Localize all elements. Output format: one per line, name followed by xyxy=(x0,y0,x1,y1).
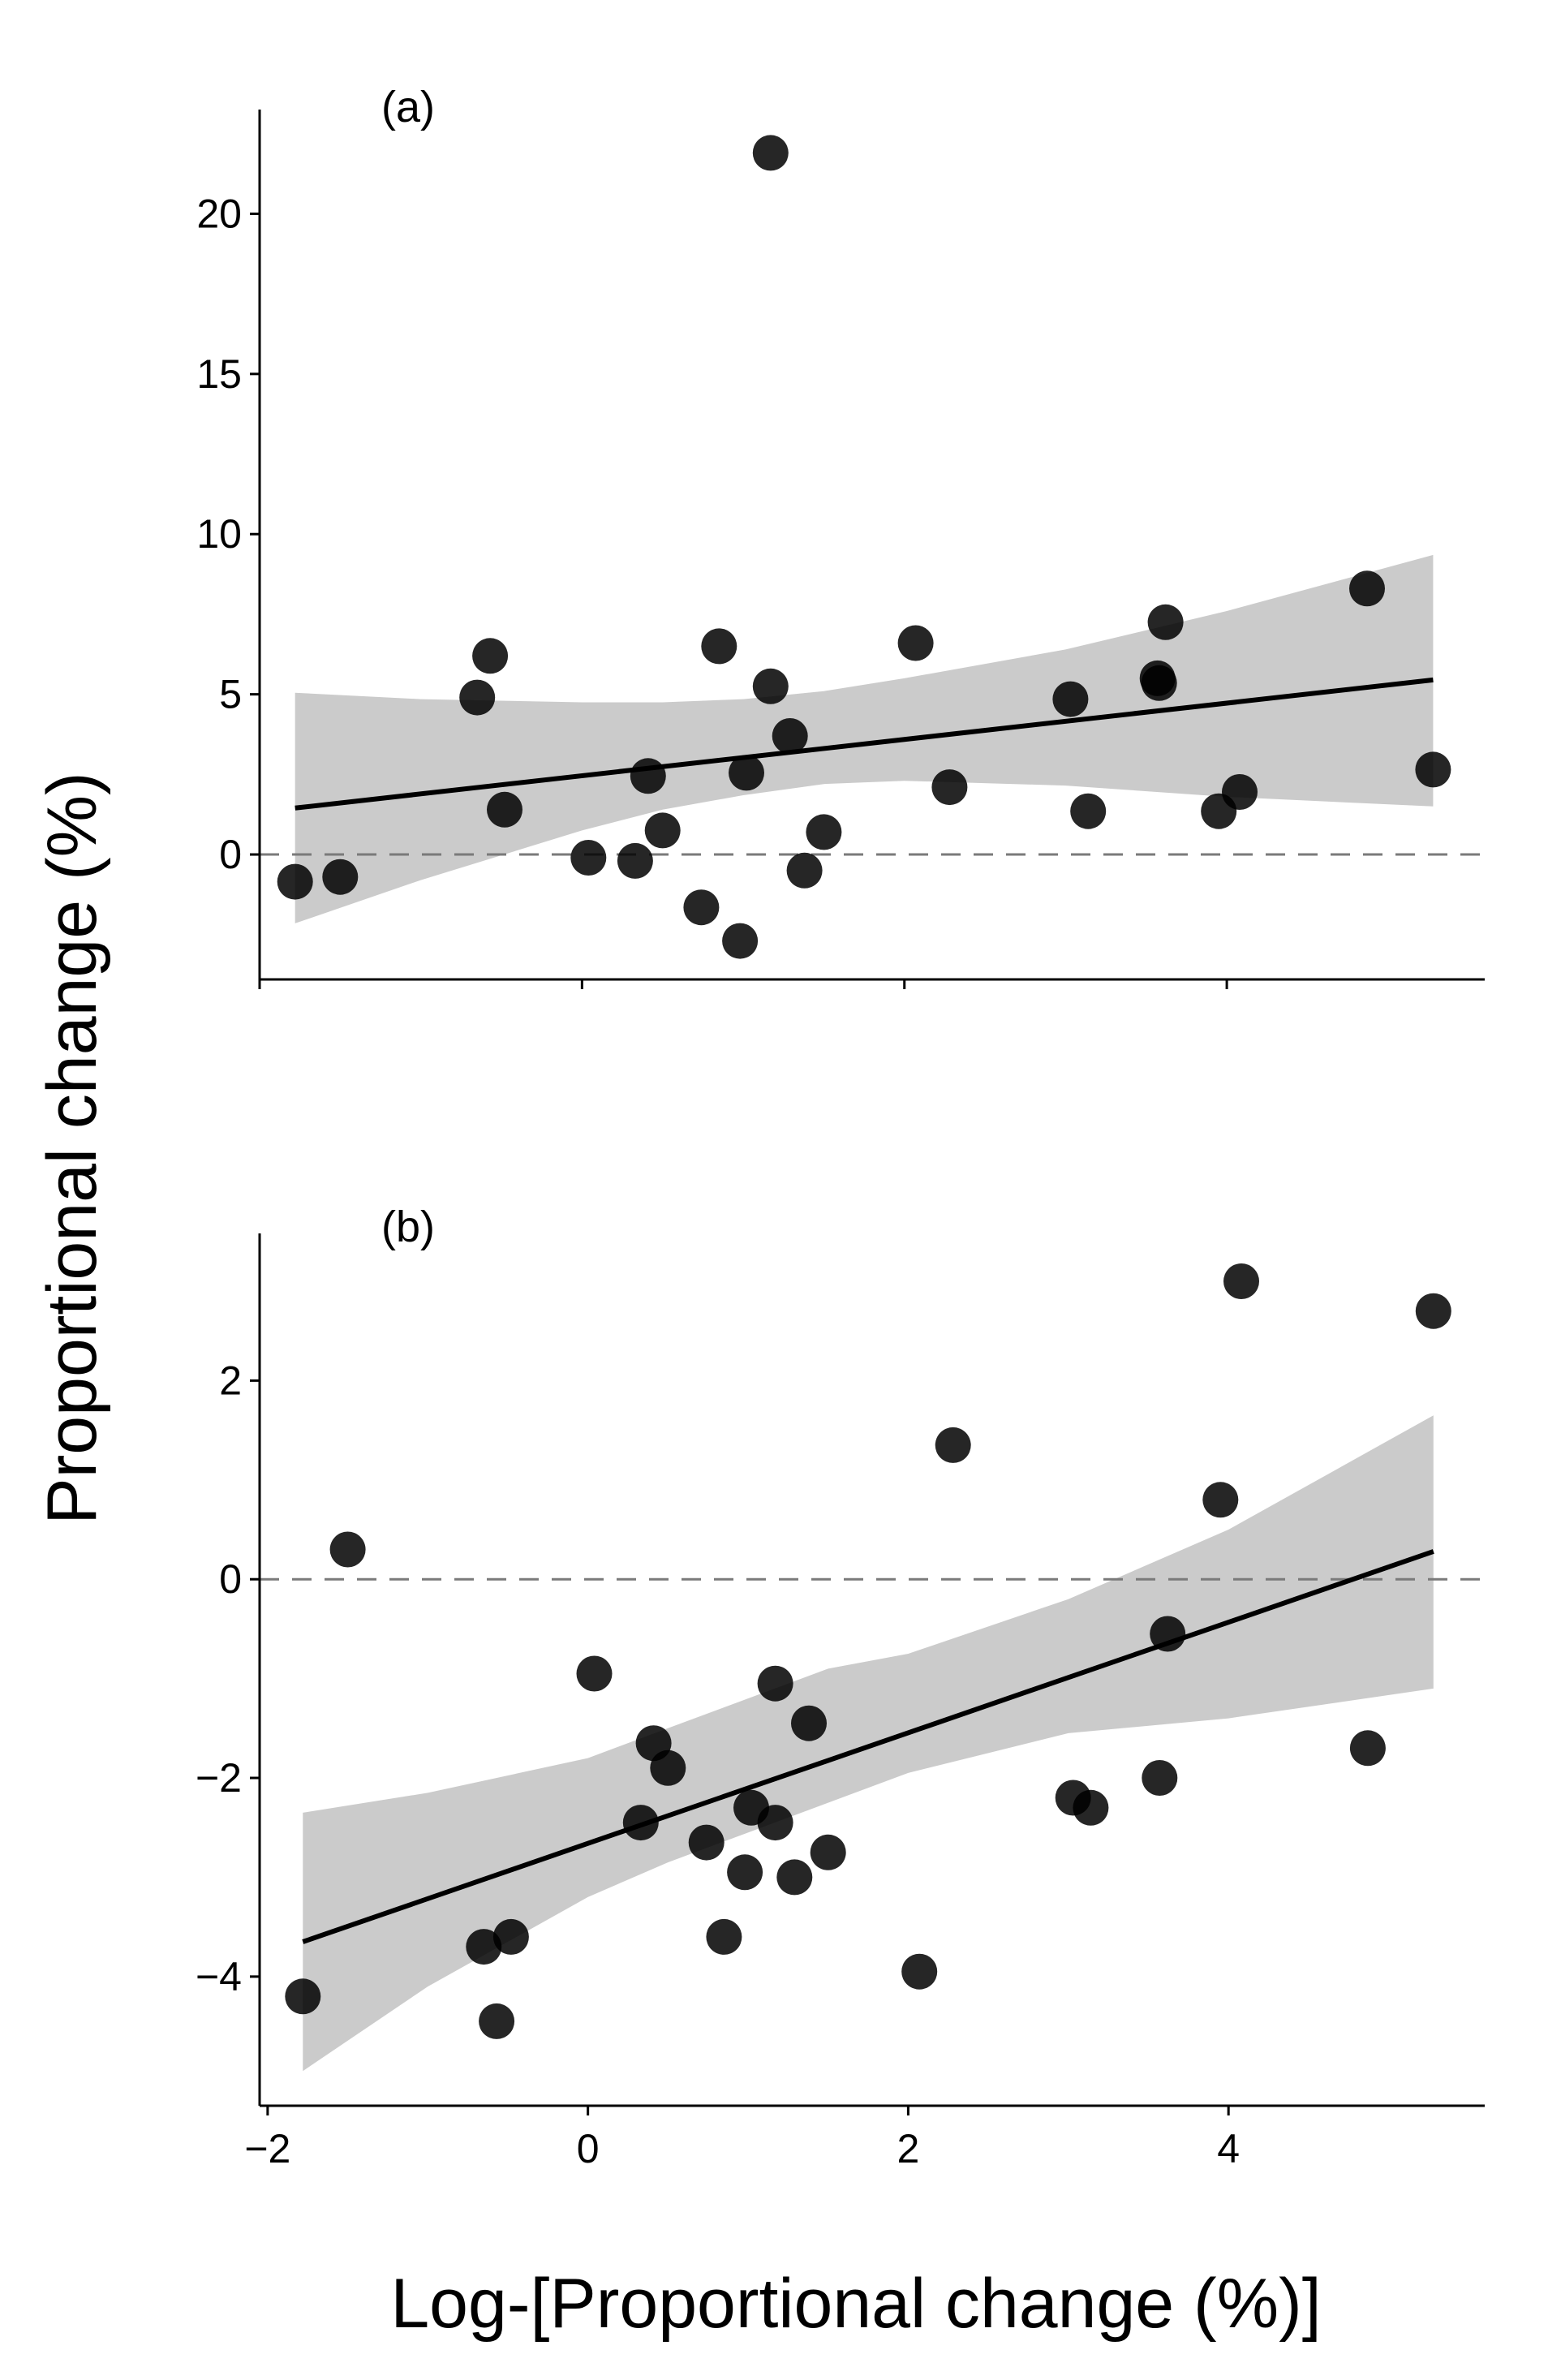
y-tick-label: −4 xyxy=(196,1954,242,1999)
panel-label: (a) xyxy=(381,83,435,131)
data-point xyxy=(466,1929,502,1965)
data-point xyxy=(650,1749,686,1786)
data-point xyxy=(487,791,522,828)
data-point xyxy=(622,1805,659,1841)
data-point xyxy=(701,628,737,665)
y-tick-label: 2 xyxy=(219,1358,242,1403)
x-axis-title: Log-[Proportional change (%)] xyxy=(390,2265,1321,2343)
regression-line xyxy=(302,1549,1434,1944)
x-tick-label: 2 xyxy=(897,2126,920,2171)
data-point xyxy=(810,1834,846,1870)
y-tick-label: 10 xyxy=(196,511,242,557)
data-point xyxy=(1349,1730,1386,1767)
confidence-band xyxy=(295,554,1434,923)
data-point xyxy=(630,758,666,794)
data-point xyxy=(1349,570,1385,607)
data-point xyxy=(576,1655,613,1692)
data-point xyxy=(897,625,934,661)
data-point xyxy=(479,2003,515,2039)
data-point xyxy=(757,1665,793,1702)
data-point xyxy=(752,668,789,704)
data-point xyxy=(722,923,759,959)
data-point xyxy=(285,1978,321,2015)
data-point xyxy=(1415,1293,1451,1329)
y-tick-label: 0 xyxy=(219,1556,242,1602)
data-point xyxy=(570,840,607,876)
data-point xyxy=(1223,1263,1259,1299)
data-point xyxy=(729,755,764,791)
data-point xyxy=(617,842,653,879)
x-tick-label: 4 xyxy=(1217,2126,1240,2171)
data-point xyxy=(322,859,359,895)
data-point xyxy=(459,679,496,716)
data-point xyxy=(1052,681,1089,717)
data-point xyxy=(1147,604,1184,640)
data-point xyxy=(786,852,823,889)
data-point xyxy=(1415,751,1451,788)
data-point xyxy=(772,718,808,754)
y-tick-label: 15 xyxy=(196,351,242,397)
data-point xyxy=(1150,1616,1186,1652)
data-point xyxy=(706,1918,742,1955)
data-point xyxy=(1142,1760,1178,1796)
y-tick-label: 0 xyxy=(219,832,242,877)
y-tick-label: −2 xyxy=(196,1755,242,1801)
data-point xyxy=(791,1705,827,1741)
data-point xyxy=(931,769,968,806)
data-point xyxy=(757,1805,793,1841)
x-tick-label: −2 xyxy=(244,2126,290,2171)
data-point xyxy=(1073,1789,1109,1826)
data-point xyxy=(776,1859,813,1896)
data-point xyxy=(727,1854,763,1891)
y-axis-title: Proportional change (%) xyxy=(33,772,111,1524)
data-point xyxy=(806,814,842,850)
data-point xyxy=(752,135,789,171)
data-point xyxy=(1222,774,1258,810)
data-point xyxy=(644,812,681,849)
data-point xyxy=(935,1427,971,1463)
y-tick-label: 20 xyxy=(196,191,242,236)
panel-a: 0 5 10 15 20 (a) xyxy=(196,83,1485,989)
data-point xyxy=(1202,1482,1239,1518)
x-tick-label: 0 xyxy=(577,2126,600,2171)
y-tick-label: 5 xyxy=(219,672,242,717)
data-point xyxy=(683,889,720,926)
data-point xyxy=(472,638,509,674)
data-point xyxy=(329,1531,366,1568)
data-point xyxy=(492,1918,529,1955)
data-point xyxy=(1070,793,1107,829)
data-point xyxy=(688,1824,725,1861)
regression-line xyxy=(295,677,1434,811)
data-point xyxy=(277,863,313,900)
data-point xyxy=(1141,665,1177,701)
panel-label: (b) xyxy=(381,1203,435,1251)
confidence-band xyxy=(303,1415,1434,2072)
data-point xyxy=(901,1953,938,1990)
panel-b: −4 −2 0 2 −2 0 2 4 (b) xyxy=(196,1203,1485,2171)
